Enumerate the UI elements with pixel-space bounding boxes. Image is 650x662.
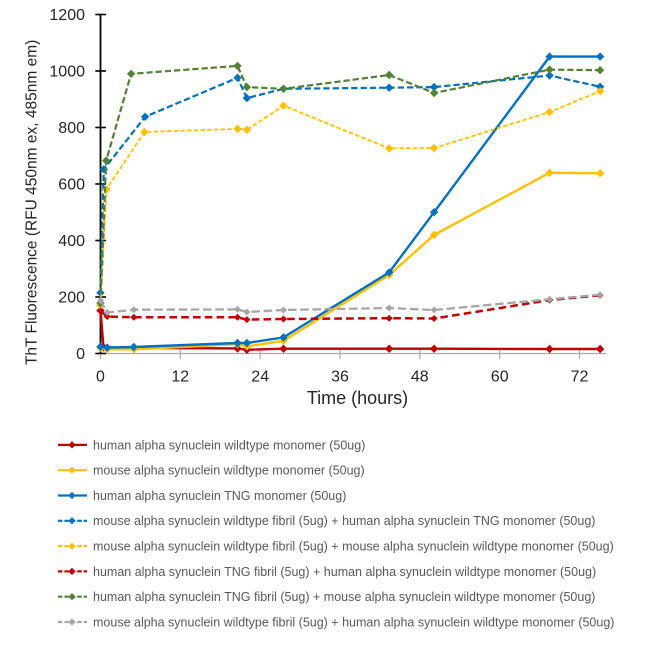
svg-text:1000: 1000 <box>49 64 85 81</box>
svg-text:mouse alpha synuclein wildtype: mouse alpha synuclein wildtype fibril (5… <box>93 540 614 554</box>
svg-text:human alpha synuclein TNG fibr: human alpha synuclein TNG fibril (5ug) +… <box>93 590 595 604</box>
svg-text:ThT Fluorescence (RFU 450nm ex: ThT Fluorescence (RFU 450nm ex, 485nm em… <box>24 40 41 365</box>
svg-text:1200: 1200 <box>49 7 85 24</box>
svg-text:72: 72 <box>571 369 589 386</box>
svg-text:24: 24 <box>251 369 269 386</box>
svg-text:48: 48 <box>411 369 429 386</box>
svg-text:human alpha synuclein TNG mono: human alpha synuclein TNG monomer (50ug) <box>93 489 346 503</box>
svg-text:200: 200 <box>58 290 85 307</box>
svg-text:400: 400 <box>58 233 85 250</box>
svg-text:Time (hours): Time (hours) <box>307 388 408 408</box>
svg-text:0: 0 <box>96 369 105 386</box>
svg-text:human alpha synuclein TNG fibr: human alpha synuclein TNG fibril (5ug) +… <box>93 565 596 579</box>
svg-text:human alpha synuclein wildtype: human alpha synuclein wildtype monomer (… <box>93 438 365 452</box>
svg-text:12: 12 <box>171 369 189 386</box>
svg-text:600: 600 <box>58 177 85 194</box>
svg-text:mouse alpha synuclein wildtype: mouse alpha synuclein wildtype fibril (5… <box>93 615 614 629</box>
svg-text:60: 60 <box>491 369 509 386</box>
svg-text:mouse alpha synuclein wildtype: mouse alpha synuclein wildtype fibril (5… <box>93 514 595 528</box>
svg-text:36: 36 <box>331 369 349 386</box>
svg-text:800: 800 <box>58 120 85 137</box>
svg-text:0: 0 <box>76 346 85 363</box>
svg-text:mouse alpha synuclein wildtype: mouse alpha synuclein wildtype monomer (… <box>93 464 365 478</box>
